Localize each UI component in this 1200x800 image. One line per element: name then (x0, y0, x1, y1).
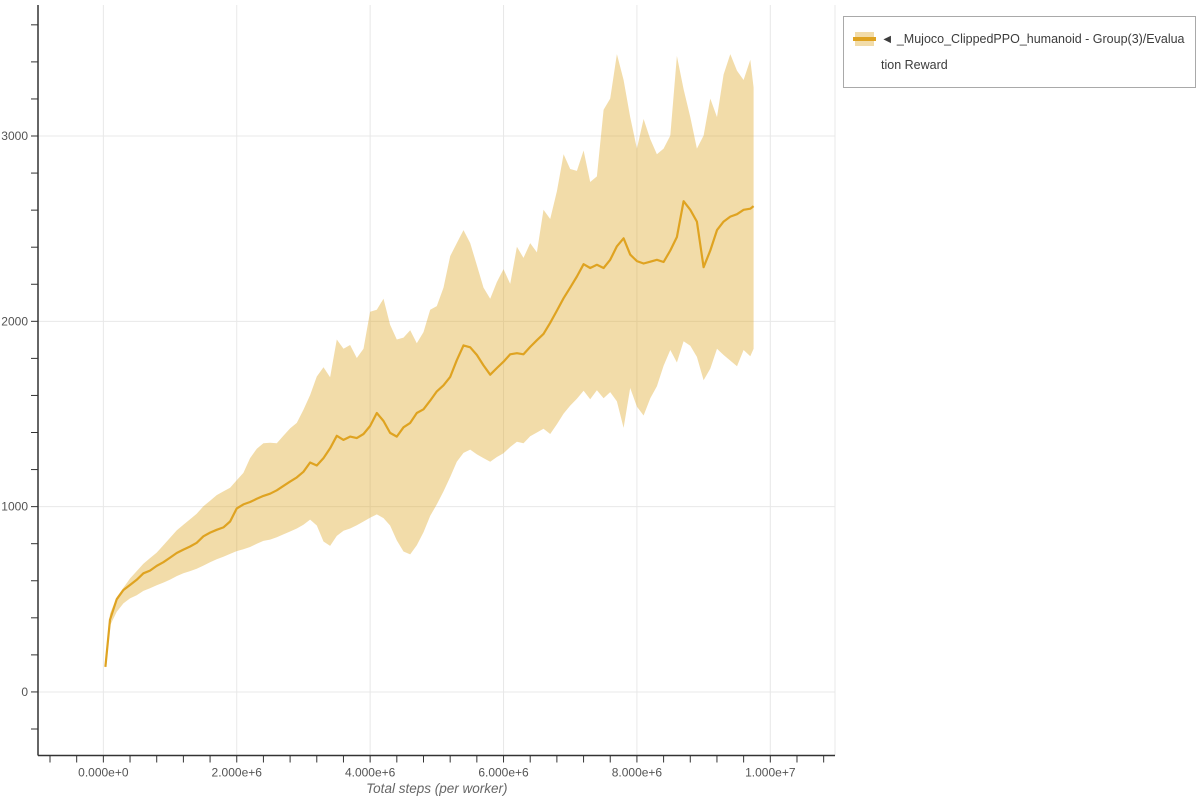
legend-item-label: ◄ _Mujoco_ClippedPPO_humanoid - Group(3)… (881, 32, 1185, 72)
confidence-band (105, 54, 754, 669)
x-tick-label: 2.000e+6 (212, 766, 263, 780)
x-tick-label: 0.000e+0 (78, 766, 129, 780)
x-tick-label: 1.000e+7 (745, 766, 796, 780)
legend-swatch-line-icon (853, 37, 876, 41)
y-tick-label: 2000 (1, 314, 28, 328)
reward-mean-line[interactable] (104, 200, 755, 668)
legend-swatch-icon (853, 32, 876, 46)
axes: 0.000e+0 2.000e+6 4.000e+6 6.000e+6 8.000e+6… (1, 5, 835, 780)
x-tick-label: 4.000e+6 (345, 766, 396, 780)
y-tick-label: 3000 (1, 129, 28, 143)
gridlines (38, 5, 836, 756)
x-tick-label: 6.000e+6 (478, 766, 529, 780)
legend[interactable]: ◄ _Mujoco_ClippedPPO_humanoid - Group(3)… (843, 16, 1196, 88)
y-tick-label: 0 (21, 685, 28, 699)
legend-item-reward[interactable]: ◄ _Mujoco_ClippedPPO_humanoid - Group(3)… (853, 26, 1187, 78)
y-tick-label: 1000 (1, 500, 28, 514)
x-axis-title: Total steps (per worker) (366, 781, 507, 796)
x-tick-label: 8.000e+6 (612, 766, 663, 780)
